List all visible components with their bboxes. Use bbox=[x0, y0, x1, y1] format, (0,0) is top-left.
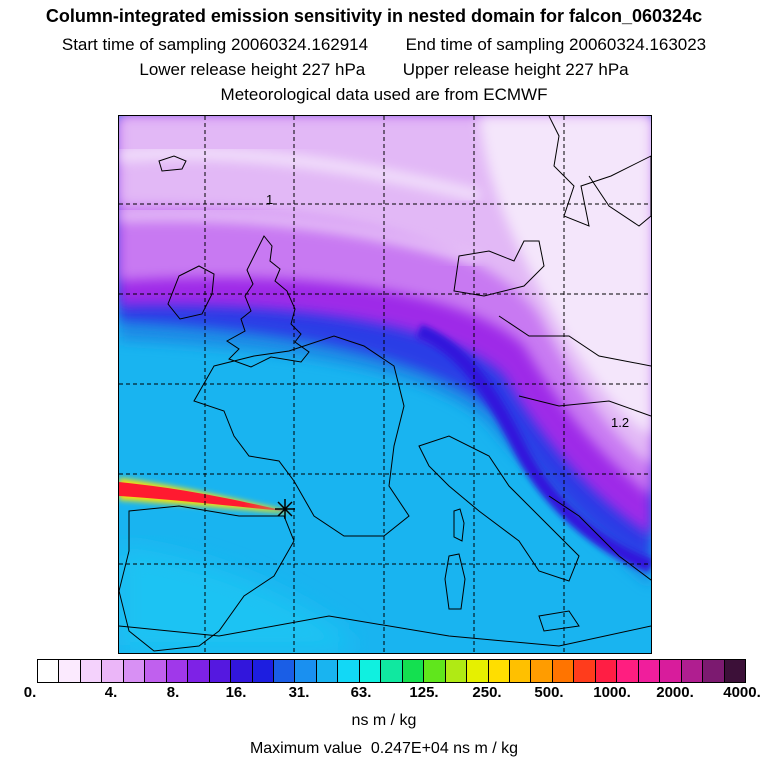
colorbar-tick-label: 4. bbox=[104, 684, 118, 701]
colorbar-tick-label: 0. bbox=[23, 684, 37, 701]
colorbar-segment bbox=[123, 660, 146, 682]
colorbar-segment bbox=[295, 660, 317, 682]
colorbar-segment bbox=[145, 660, 167, 682]
colorbar-segment bbox=[703, 660, 725, 682]
coast-baltic bbox=[588, 175, 651, 227]
plume-red-core bbox=[119, 482, 285, 511]
coast-france bbox=[193, 335, 410, 537]
colorbar-tick-label: 500. bbox=[534, 684, 564, 701]
colorbar-segment bbox=[660, 660, 682, 682]
colorbar-tick-label: 4000. bbox=[723, 684, 761, 701]
field-streak-1 bbox=[119, 148, 481, 201]
start-time-label: Start time of sampling bbox=[61, 35, 227, 54]
colorbar-segment bbox=[488, 660, 510, 682]
colorbar-segment bbox=[402, 660, 425, 682]
colorbar-segment bbox=[531, 660, 553, 682]
coast-iberia bbox=[119, 505, 295, 652]
colorbar bbox=[37, 659, 746, 683]
colorbar-segment bbox=[574, 660, 596, 682]
colorbar-segment bbox=[188, 660, 210, 682]
colorbar-segment bbox=[509, 660, 532, 682]
colorbar-segment bbox=[102, 660, 124, 682]
coast-sardinia bbox=[444, 553, 466, 610]
colorbar-segment bbox=[552, 660, 575, 682]
end-time-value: 20060324.163023 bbox=[569, 35, 707, 54]
field-light-cyan-south bbox=[119, 546, 349, 653]
colorbar-segment bbox=[59, 660, 81, 682]
maximum-value-number: 0.247E+04 ns m / kg bbox=[370, 740, 519, 757]
border-east-2 bbox=[518, 395, 651, 417]
colorbar-segment bbox=[359, 660, 382, 682]
colorbar-segment bbox=[273, 660, 296, 682]
sensitivity-map: 1 1.2 bbox=[118, 115, 652, 654]
plot-title: Column-integrated emission sensitivity i… bbox=[45, 6, 703, 26]
colorbar-segment bbox=[724, 660, 745, 682]
lower-release-label: Lower release height bbox=[139, 60, 298, 79]
colorbar-tick-label: 125. bbox=[409, 684, 439, 701]
field-streak-2 bbox=[119, 210, 481, 266]
coast-scandinavia bbox=[548, 116, 651, 227]
upper-release-value: 227 hPa bbox=[565, 60, 629, 79]
colorbar-segment bbox=[445, 660, 468, 682]
coast-balkans bbox=[548, 495, 651, 581]
release-point-star bbox=[275, 499, 295, 519]
colorbar-segment bbox=[338, 660, 360, 682]
coast-corsica bbox=[453, 508, 465, 542]
colorbar-segment bbox=[424, 660, 446, 682]
coast-north-africa bbox=[119, 615, 651, 647]
start-time-value: 20060324.162914 bbox=[231, 35, 369, 54]
coast-ireland bbox=[167, 265, 215, 320]
colorbar-segment bbox=[38, 660, 60, 682]
colorbar-segment bbox=[231, 660, 253, 682]
colorbar-segment bbox=[166, 660, 189, 682]
colorbar-tick-label: 31. bbox=[288, 684, 310, 701]
coast-italy bbox=[418, 435, 580, 582]
coast-britain bbox=[226, 235, 310, 368]
colorbar-units: ns m / kg bbox=[351, 712, 417, 729]
coast-sicily bbox=[538, 610, 580, 632]
colorbar-tick-label: 8. bbox=[166, 684, 180, 701]
colorbar-tick-label: 1000. bbox=[593, 684, 631, 701]
met-data-note: Meteorological data used are from ECMWF bbox=[220, 85, 548, 104]
release-plume bbox=[119, 478, 287, 513]
colorbar-segment bbox=[638, 660, 661, 682]
colorbar-segment bbox=[209, 660, 232, 682]
colorbar-tick-label: 63. bbox=[350, 684, 372, 701]
colorbar-segment bbox=[316, 660, 339, 682]
colorbar-tick-label: 2000. bbox=[656, 684, 694, 701]
map-svg: 1 1.2 bbox=[119, 116, 651, 653]
colorbar-tick-label: 16. bbox=[225, 684, 247, 701]
maximum-value: Maximum value 0.247E+04 ns m / kg bbox=[0, 740, 768, 758]
colorbar-segment bbox=[381, 660, 403, 682]
field-pale-east bbox=[479, 116, 651, 436]
coast-iceland-fragment bbox=[158, 155, 187, 172]
colorbar-segment bbox=[467, 660, 489, 682]
contour-label-1: 1 bbox=[266, 192, 273, 207]
lower-release-value: 227 hPa bbox=[301, 60, 366, 79]
lat-lon-grid bbox=[119, 116, 651, 653]
release-heights: Lower release height 227 hPa Upper relea… bbox=[0, 60, 768, 80]
end-time-label: End time of sampling bbox=[405, 35, 565, 54]
contour-label-2: 1.2 bbox=[611, 415, 629, 430]
colorbar-segment bbox=[252, 660, 274, 682]
colorbar-segment bbox=[80, 660, 103, 682]
colorbar-segment bbox=[617, 660, 639, 682]
colorbar-segment bbox=[681, 660, 704, 682]
colorbar-tick-label: 250. bbox=[472, 684, 502, 701]
sampling-times: Start time of sampling 20060324.162914 E… bbox=[0, 35, 768, 55]
border-east-1 bbox=[498, 315, 651, 367]
maximum-value-label: Maximum value bbox=[249, 740, 362, 757]
colorbar-segment bbox=[595, 660, 618, 682]
coastlines bbox=[119, 116, 651, 652]
upper-release-label: Upper release height bbox=[402, 60, 561, 79]
